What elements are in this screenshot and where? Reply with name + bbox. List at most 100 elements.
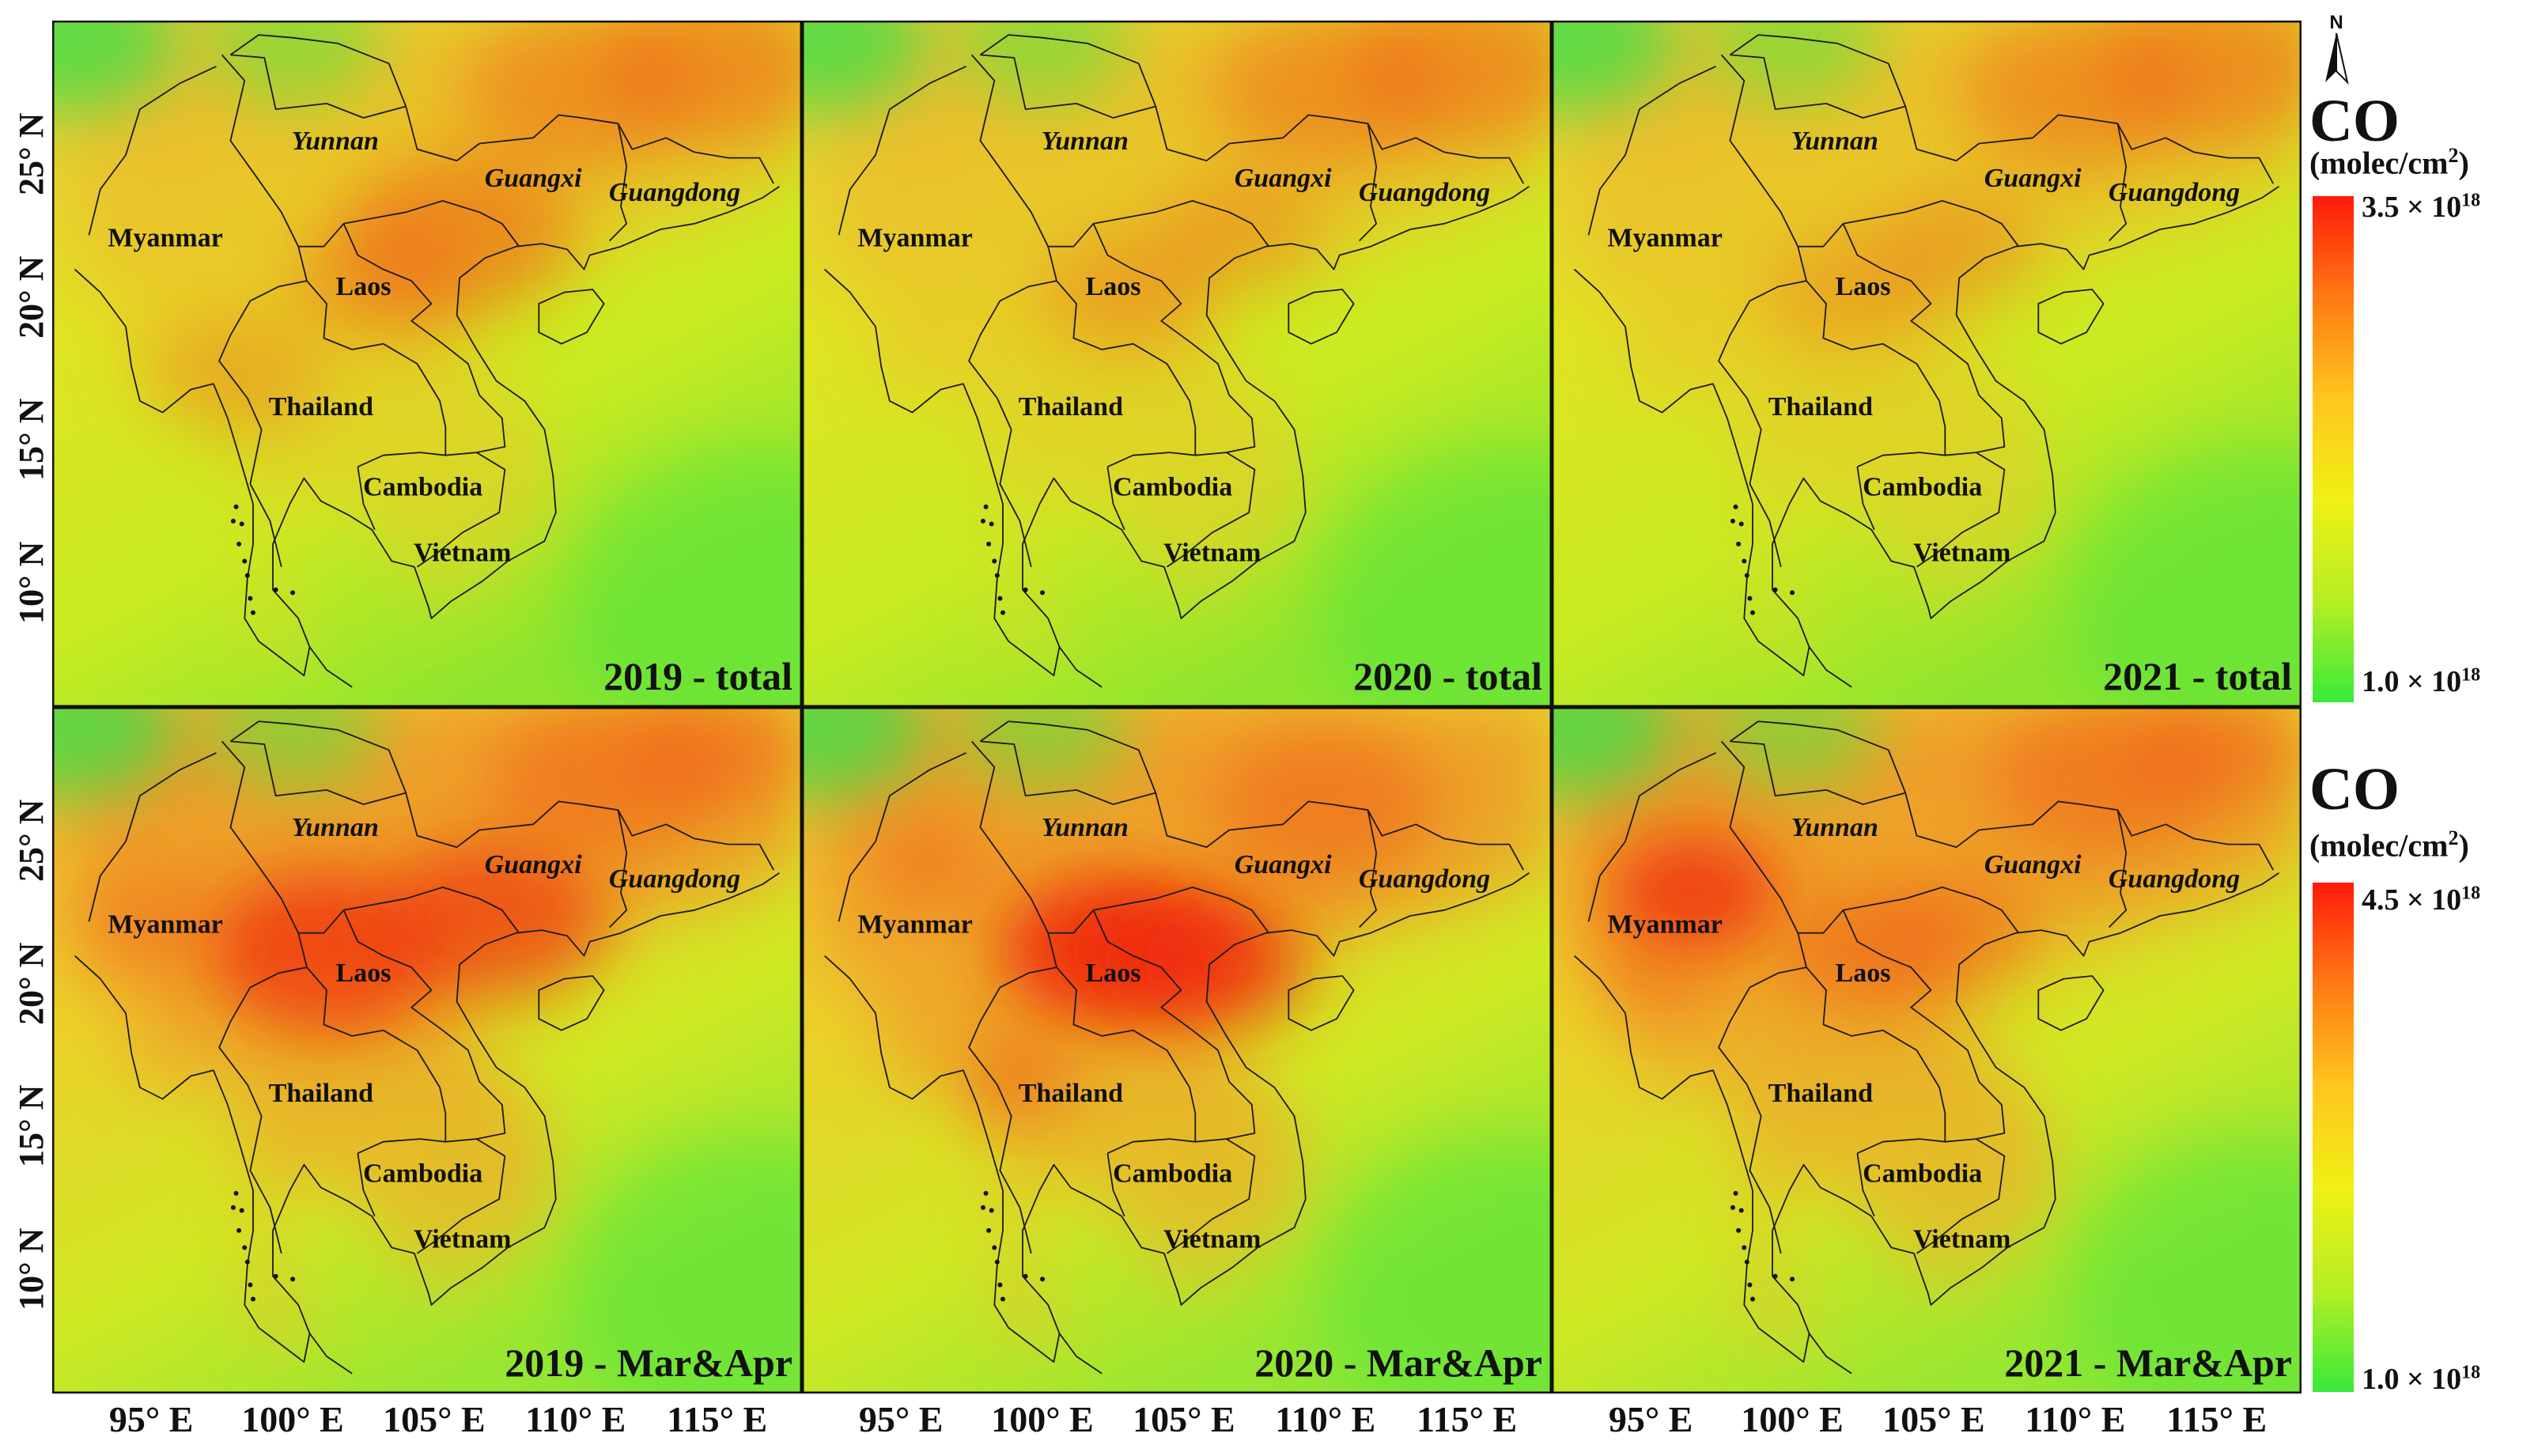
border-line <box>1720 54 2020 248</box>
region-label-myanmar: Myanmar <box>857 224 972 253</box>
lat-tick-label: 20° N <box>12 255 51 338</box>
island-dot <box>1733 504 1738 509</box>
island-dot <box>1772 587 1778 592</box>
region-label-vietnam: Vietnam <box>1163 539 1261 568</box>
region-label-cambodia: Cambodia <box>1113 472 1232 501</box>
region-label-vietnam: Vietnam <box>1913 1225 2010 1254</box>
border-line <box>357 452 506 568</box>
coastline <box>74 186 780 677</box>
island-dot <box>1738 1208 1744 1213</box>
co-hotspot <box>1764 232 1934 353</box>
border-line <box>1107 452 1256 568</box>
border-line <box>1856 1153 1875 1217</box>
panel-frame <box>802 21 1552 707</box>
lon-tick-label: 100° E <box>1741 1399 1844 1439</box>
border-line <box>1092 910 1256 1140</box>
boundary-lines <box>74 720 780 1375</box>
island-dot <box>242 1245 248 1250</box>
border-line <box>1720 740 2020 934</box>
border-line <box>306 280 447 456</box>
border-line <box>609 123 628 242</box>
map-panel-2019-total: Yunnan Guangxi Guangdong Myanmar Laos Thailan… <box>52 21 802 707</box>
coastline <box>74 872 780 1363</box>
lon-tick-label: 105° E <box>1133 1399 1235 1439</box>
island-dot <box>1749 1296 1755 1302</box>
boundary-lines <box>823 34 1530 688</box>
lon-tick-label: 100° E <box>991 1399 1094 1439</box>
region-label-guangdong: Guangdong <box>2109 864 2240 894</box>
legend-title: CO <box>2309 88 2400 154</box>
lon-tick-label: 95° E <box>108 1399 194 1439</box>
land-co-field <box>72 21 802 676</box>
region-label-myanmar: Myanmar <box>1607 224 1722 253</box>
co-hotspot <box>1353 21 1552 144</box>
island-dot <box>273 1273 278 1279</box>
co-hotspot <box>603 21 802 144</box>
island-dot <box>980 1205 985 1210</box>
region-label-thailand: Thailand <box>1019 1079 1123 1108</box>
map-panel-2021-total: Yunnan Guangxi Guangdong Myanmar Laos Thailan… <box>1552 21 2302 707</box>
island-dot <box>1744 1259 1749 1265</box>
region-label-cambodia: Cambodia <box>1863 472 1982 501</box>
border-line <box>357 1138 506 1254</box>
lat-tick-label: 15° N <box>12 399 51 482</box>
panel-label: 2021 - total <box>2103 654 2292 698</box>
border-line <box>1808 1333 1852 1375</box>
region-label-guangxi: Guangxi <box>1235 164 1332 193</box>
region-label-laos: Laos <box>336 272 391 301</box>
co-hotspot <box>377 841 604 1002</box>
low-co-area <box>571 1135 802 1394</box>
border-line <box>980 54 1524 184</box>
low-co-area <box>52 21 177 112</box>
legend-max-label: 3.5 × 1018 <box>2362 190 2481 224</box>
low-co-area <box>571 448 802 707</box>
low-co-area <box>52 707 177 799</box>
border-line <box>1056 966 1197 1142</box>
region-label-guangdong: Guangdong <box>609 864 740 894</box>
panel-frame <box>52 707 802 1394</box>
region-label-vietnam: Vietnam <box>1163 1225 1261 1254</box>
island-dot <box>239 521 244 527</box>
region-label-cambodia: Cambodia <box>363 472 482 501</box>
legend-title: CO <box>2309 756 2400 823</box>
legend-color-bar <box>2313 196 2354 702</box>
low-co-area <box>2071 1135 2302 1394</box>
region-label-yunnan: Yunnan <box>292 127 379 156</box>
hainan-outline <box>1288 975 1355 1031</box>
region-label-guangxi: Guangxi <box>485 164 582 193</box>
hainan-outline <box>1288 289 1355 345</box>
coastline <box>1573 186 2279 677</box>
border-line <box>1106 1153 1125 1217</box>
co-hotspot <box>1212 727 1439 887</box>
island-dot <box>983 1190 989 1196</box>
border-line <box>357 467 376 531</box>
panel-label: 2021 - Mar&Apr <box>2004 1341 2292 1385</box>
panel-label: 2020 - Mar&Apr <box>1254 1341 1542 1385</box>
co-hotspot <box>2103 21 2302 144</box>
island-dot <box>1749 610 1755 615</box>
low-co-area <box>802 21 927 112</box>
panel-frame <box>52 21 802 707</box>
region-label-thailand: Thailand <box>1768 392 1873 422</box>
north-arrow-icon: N <box>2325 12 2349 85</box>
island-dot <box>992 1245 997 1250</box>
legend-color-bar <box>2313 883 2354 1392</box>
border-line <box>88 752 217 922</box>
lat-tick-label: 10° N <box>12 1227 51 1311</box>
border-line <box>88 66 217 236</box>
border-line <box>609 810 628 928</box>
co-hotspot <box>1877 875 2048 997</box>
border-line <box>1107 1138 1256 1254</box>
island-dot <box>992 558 997 564</box>
island-dot <box>986 541 992 546</box>
region-label-yunnan: Yunnan <box>292 813 379 842</box>
island-dot <box>236 1227 242 1233</box>
region-label-cambodia: Cambodia <box>1863 1159 1982 1188</box>
region-label-yunnan: Yunnan <box>1042 127 1129 156</box>
region-label-yunnan: Yunnan <box>1791 813 1878 842</box>
island-dot <box>989 1208 994 1213</box>
island-dot <box>1790 1276 1795 1282</box>
region-label-guangxi: Guangxi <box>1984 850 2082 879</box>
island-dot <box>233 1190 239 1196</box>
low-co-area <box>1321 1135 1552 1394</box>
